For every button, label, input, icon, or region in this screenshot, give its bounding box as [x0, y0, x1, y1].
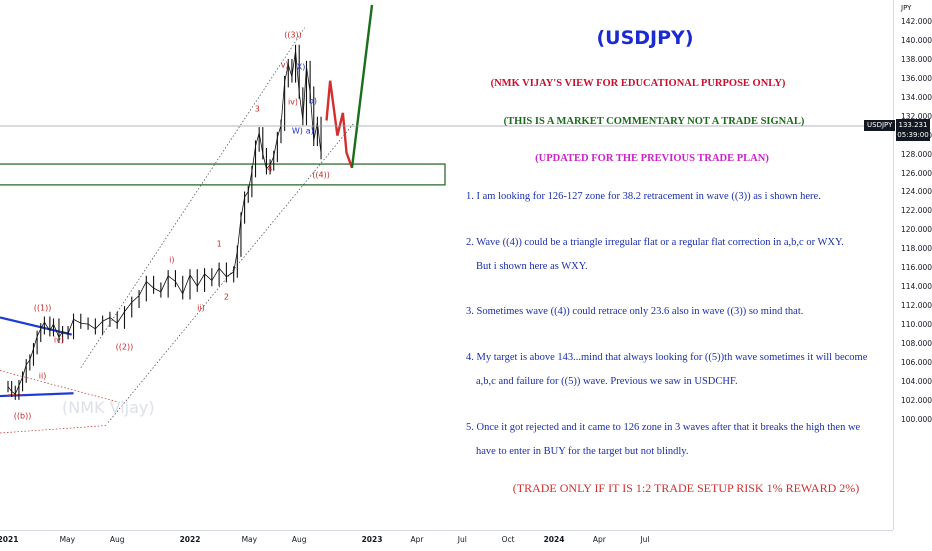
note-1: 1. I am looking for 126-127 zone for 38.…: [466, 191, 821, 202]
wave-label: b): [308, 96, 317, 106]
price-series: [7, 44, 322, 400]
x-tick-label: Aug: [291, 535, 307, 544]
x-tick-label: Apr: [592, 535, 606, 544]
last-price: 133.231: [898, 121, 928, 129]
y-tick-label: 136.000: [901, 73, 932, 83]
wave-label: iv): [287, 97, 299, 107]
y-tick-label: 134.000: [901, 92, 932, 102]
note-5: 5. Once it got rejected and it came to 1…: [466, 422, 861, 433]
wave-label: 2: [223, 292, 229, 302]
y-tick-label: 112.000: [901, 301, 932, 311]
note-4: 4. My target is above 143...mind that al…: [466, 352, 868, 363]
projection-green-path: [350, 4, 374, 168]
y-tick-label: 116.000: [901, 263, 932, 273]
disclaimer-commentary: (THIS IS A MARKET COMMENTARY NOT A TRADE…: [503, 116, 805, 127]
trend-channels: [0, 27, 355, 434]
wave-label: ((b)): [13, 411, 32, 421]
y-tick-label: 110.000: [901, 320, 932, 330]
y-tick-label: 122.000: [901, 206, 932, 216]
wave-label: ((4)): [312, 170, 330, 180]
y-tick-label: 118.000: [901, 244, 932, 254]
lower-channel-line: [107, 123, 355, 423]
wave-label: W): [291, 126, 303, 136]
blue-trendline-upper: [0, 316, 72, 336]
wave-label: ii): [197, 303, 205, 313]
y-tick-label: 106.000: [901, 357, 932, 367]
watermark: (NMK Vijay): [62, 398, 155, 417]
symbol-tag: USDJPY: [864, 120, 896, 131]
note-2b: But i shown here as WXY.: [476, 261, 588, 272]
wave-label: ((2)): [115, 342, 134, 352]
disclaimer-educational: (NMK VIJAY'S VIEW FOR EDUCATIONAL PURPOS…: [490, 78, 786, 89]
note-3: 3. Sometimes wave ((4)) could retrace on…: [466, 306, 804, 317]
wave-label: v): [280, 60, 289, 70]
note-4b: a,b,c and failure for ((5)) wave. Previo…: [476, 376, 738, 387]
last-price-tag: 133.231 05:39:00: [896, 119, 930, 141]
support-zone-rect: [0, 163, 446, 186]
y-tick-label: 114.000: [901, 282, 932, 292]
wave-label: a): [305, 126, 314, 136]
y-tick-label: 124.000: [901, 187, 932, 197]
x-tick-label: Jul: [640, 535, 650, 544]
x-tick-label: Oct: [501, 535, 515, 544]
risk-footer: (TRADE ONLY IF IT IS 1:2 TRADE SETUP RIS…: [512, 481, 860, 495]
price-scale[interactable]: [893, 0, 932, 530]
y-tick-label: 102.000: [901, 395, 932, 405]
wave-label: X): [296, 62, 306, 72]
x-tick-label: 2024: [543, 535, 565, 544]
wave-label: 1: [216, 239, 222, 249]
y-tick-label: 108.000: [901, 338, 932, 348]
y-tick-label: 142.000: [901, 17, 932, 26]
x-tick-label: Apr: [410, 535, 424, 544]
lower-red-channel: [0, 425, 109, 434]
upper-channel-line: [80, 27, 305, 368]
currency-label: JPY: [901, 4, 912, 12]
wave-label: i): [169, 255, 175, 265]
chart-title: (USDJPY): [596, 27, 694, 49]
y-tick-label: 126.000: [901, 168, 932, 178]
note-2: 2. Wave ((4)) could be a triangle irregu…: [466, 237, 844, 248]
y-tick-label: 128.000: [901, 149, 932, 159]
x-tick-label: May: [59, 535, 76, 544]
y-tick-label: 140.000: [901, 35, 932, 45]
x-tick-label: 2023: [361, 535, 383, 544]
y-tick-label: 100.000: [901, 414, 932, 424]
time-scale[interactable]: [0, 530, 893, 551]
note-5b: have to enter in BUY for the target but …: [476, 446, 689, 457]
price-line: [7, 50, 322, 395]
y-tick-label: 120.000: [901, 225, 932, 235]
projection-path: [325, 4, 374, 169]
y-tick-label: 138.000: [901, 54, 932, 64]
wave-label: ii): [38, 371, 47, 381]
countdown: 05:39:00: [897, 131, 929, 139]
wave-label: ((3)): [284, 30, 302, 40]
x-tick-label: 2021: [0, 535, 19, 544]
x-tick-label: Jul: [457, 535, 467, 544]
support-zone: [0, 163, 446, 186]
x-tick-label: Aug: [109, 535, 125, 544]
projection-red-path: [325, 80, 354, 169]
x-tick-label: May: [241, 535, 258, 544]
y-tick-label: 104.000: [901, 376, 932, 386]
disclaimer-updated: (UPDATED FOR THE PREVIOUS TRADE PLAN): [535, 153, 769, 164]
x-tick-label: 2022: [179, 535, 201, 544]
wave-label: iv): [53, 335, 64, 345]
y-tick-label: 132.000: [901, 111, 932, 121]
wave-label: 4: [267, 164, 273, 174]
wave-label: ((1)): [33, 303, 52, 313]
wave-label: 3: [254, 104, 260, 114]
left-red-channel: [0, 370, 118, 403]
